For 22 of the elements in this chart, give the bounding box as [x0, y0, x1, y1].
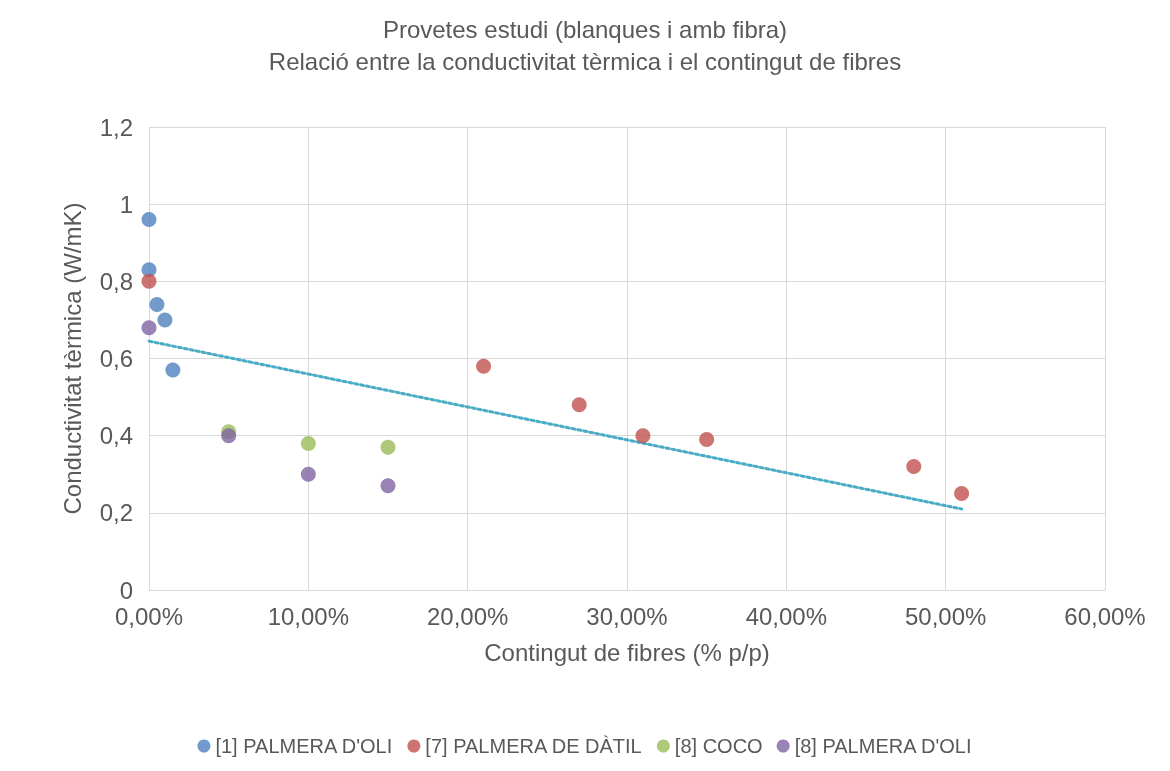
- y-tick-label: 0,4: [99, 422, 133, 450]
- x-tick-label: 40,00%: [745, 602, 828, 630]
- y-tick-label: 1,2: [99, 113, 133, 141]
- legend-label: [1] PALMERA D'OLI: [215, 735, 393, 757]
- x-tick-label: 50,00%: [904, 602, 987, 630]
- y-tick-label: 0,2: [99, 499, 133, 527]
- chart-subtitle: Relació entre la conductivitat tèrmica i el contingut de fibres: [268, 47, 902, 75]
- x-tick-label: 60,00%: [1064, 602, 1146, 630]
- legend-label: [8] COCO: [674, 735, 763, 757]
- x-tick-label: 20,00%: [426, 602, 509, 630]
- y-tick-label: 0: [119, 576, 133, 604]
- y-tick-label: 0,6: [99, 345, 133, 372]
- x-tick-label: 10,00%: [267, 602, 350, 630]
- legend-label: [7] PALMERA DE DÀTIL: [425, 735, 642, 757]
- legend-label: [8] PALMERA D'OLI: [794, 735, 972, 757]
- y-tick-label: 0,8: [99, 267, 133, 295]
- x-tick-label: 0,00%: [114, 602, 184, 630]
- x-tick-label: 30,00%: [586, 602, 668, 630]
- y-axis-title: Conductivitat tèrmica (W/mK): [58, 202, 86, 515]
- chart-title: Provetes estudi (blanques i amb fibra): [382, 15, 788, 43]
- y-tick-label: 1: [119, 190, 133, 218]
- x-axis-title: Contingut de fibres (% p/p): [484, 638, 770, 666]
